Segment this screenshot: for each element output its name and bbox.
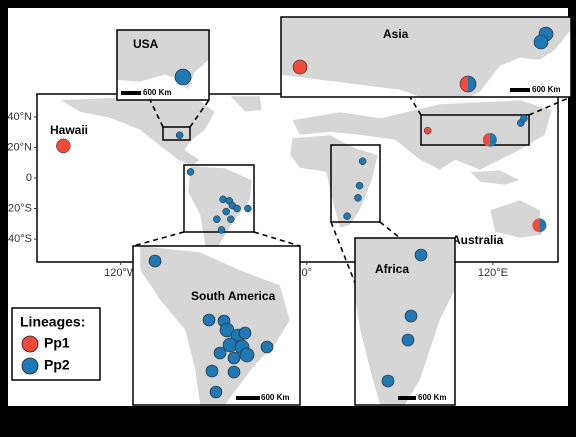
location-point [222, 207, 230, 216]
australia-label: Australia [452, 233, 504, 247]
x-tick-label: 120°W [104, 267, 138, 279]
south-america-inset [132, 245, 301, 406]
location-point [227, 215, 235, 223]
location-point [186, 168, 195, 176]
y-tick-label: 20°N [7, 141, 32, 153]
usa-label: USA [133, 37, 159, 51]
location-point [217, 226, 226, 234]
south-america-label: South America [191, 289, 276, 303]
location-point [355, 181, 364, 190]
legend-swatch [21, 357, 39, 375]
location-point [520, 114, 528, 123]
location-point-half [489, 132, 497, 147]
location-point [244, 204, 252, 213]
hawaii-label: Hawaii [50, 123, 88, 137]
location-point [358, 157, 367, 165]
location-point [424, 126, 432, 135]
scale-label: 600 Km [261, 393, 289, 402]
y-tick-label: 20°S [8, 202, 32, 214]
asia-extent [420, 114, 530, 146]
main-points [56, 114, 547, 234]
world-land [58, 95, 553, 259]
legend-swatch [21, 335, 39, 353]
scale-label: 600 Km [143, 88, 171, 97]
connectors [132, 96, 572, 284]
asia-label: Asia [383, 27, 409, 41]
location-point [56, 138, 71, 154]
africa-inset [354, 237, 456, 406]
axis-ticks: 40°N 20°N 0 20°S 40°S 120°W 0° 120°E [7, 111, 508, 279]
asia-inset [280, 16, 572, 98]
africa-extent [330, 144, 381, 223]
location-point [219, 195, 227, 204]
location-point-half [539, 218, 547, 233]
scale-label: 600 Km [418, 393, 446, 402]
location-point [233, 204, 241, 213]
location-point [354, 194, 362, 202]
x-tick-label: 120°E [478, 267, 508, 279]
location-point-half [482, 132, 490, 147]
y-tick-label: 40°N [7, 111, 32, 123]
legend-label: Pp1 [44, 335, 70, 351]
legend-title: Lineages: [20, 314, 85, 330]
x-tick-label: 0° [302, 267, 313, 279]
location-point-half [532, 218, 540, 233]
usa-extent [162, 126, 191, 141]
y-tick-label: 0 [26, 172, 32, 184]
scale-label: 600 Km [532, 85, 560, 94]
location-point [175, 131, 184, 139]
location-point [343, 212, 351, 220]
usa-inset [116, 29, 210, 101]
africa-label: Africa [375, 262, 409, 276]
legend-label: Pp2 [44, 357, 70, 373]
y-tick-label: 40°S [8, 233, 32, 245]
location-point [213, 215, 221, 223]
